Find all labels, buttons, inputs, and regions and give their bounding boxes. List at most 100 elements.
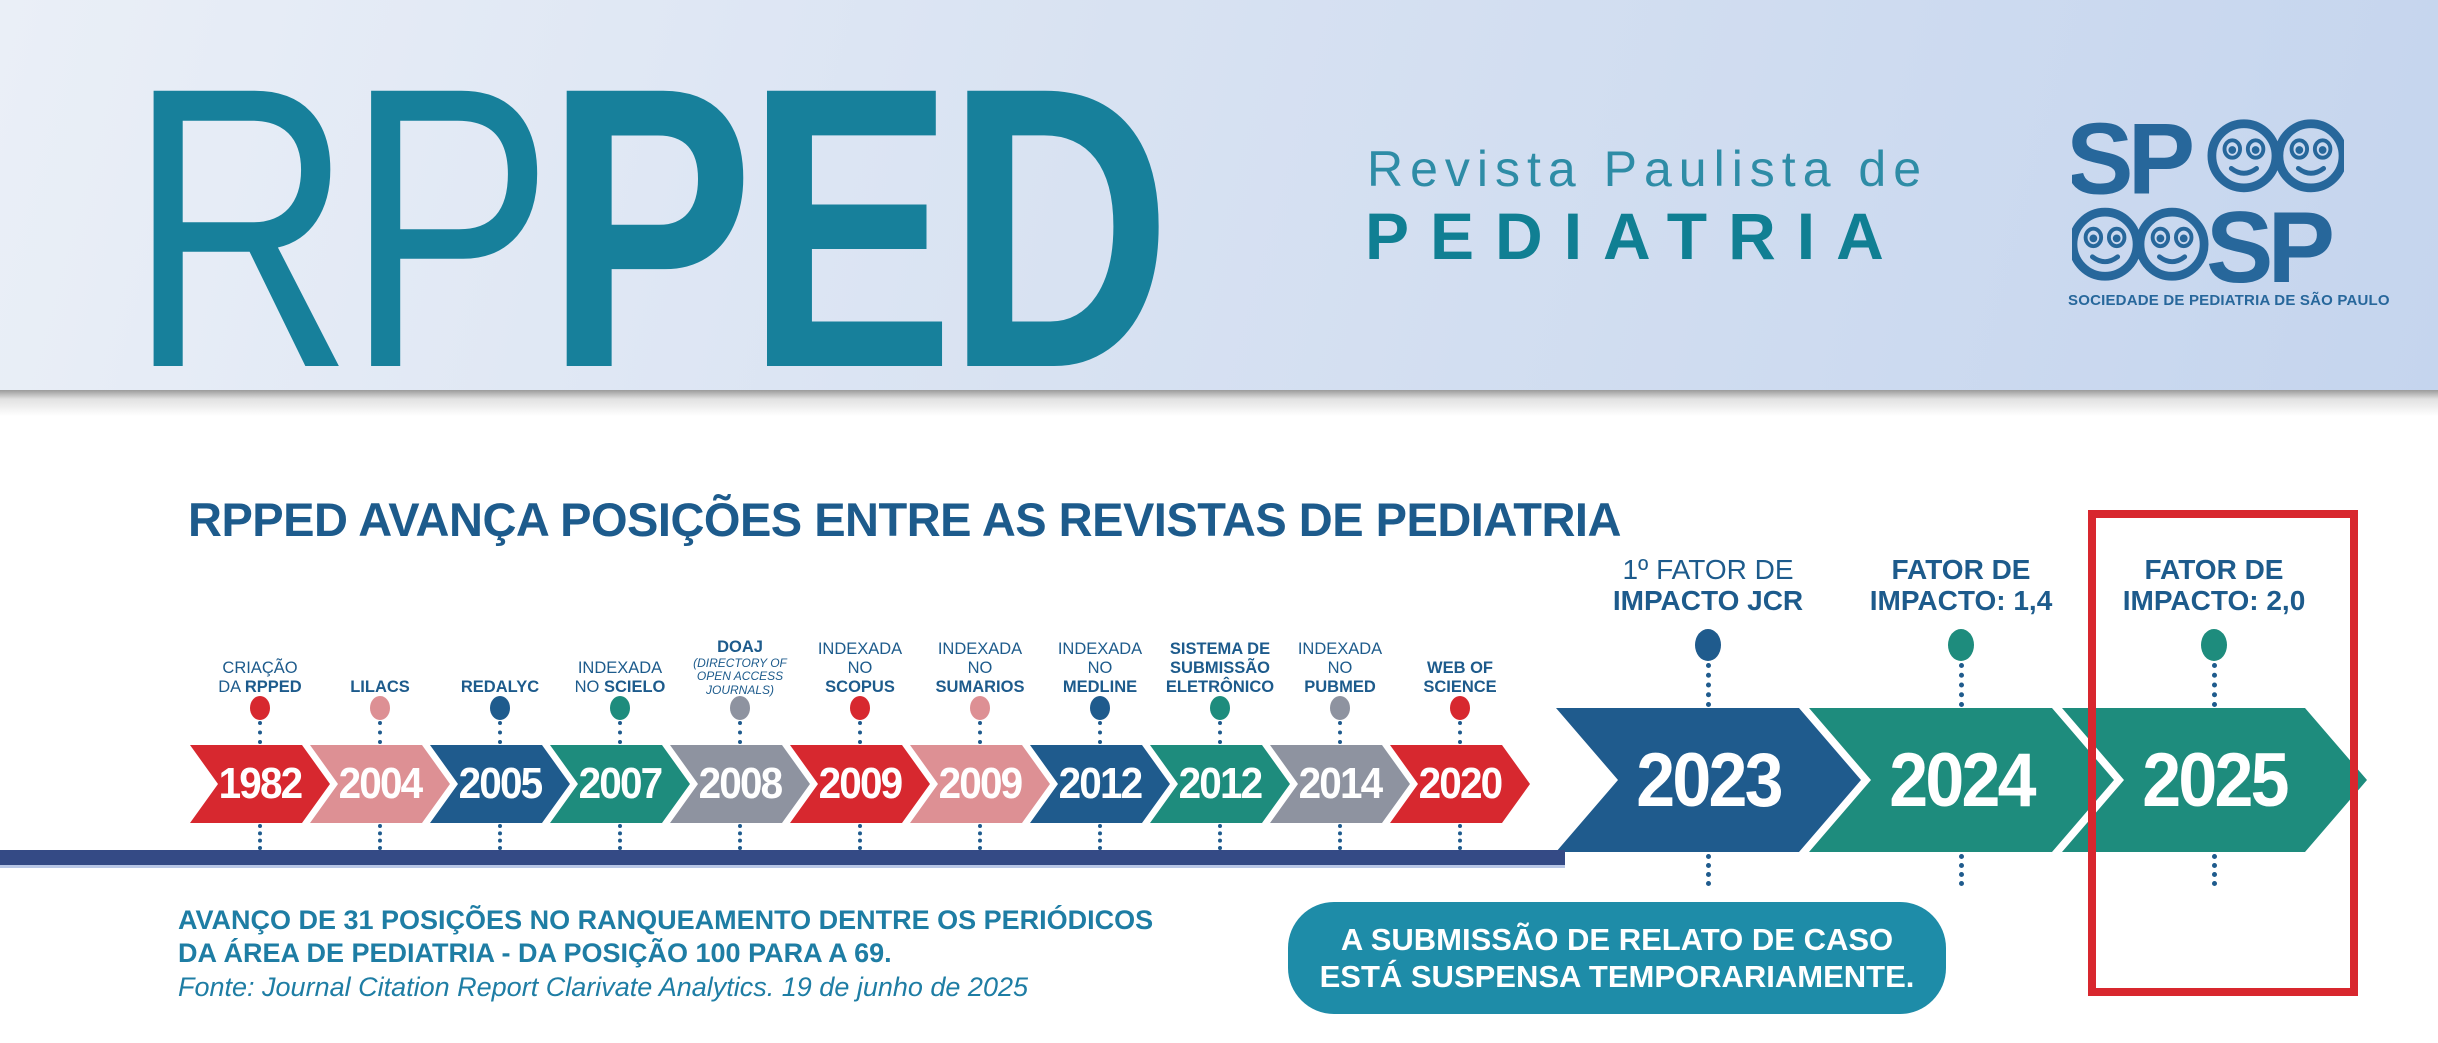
timeline-connector bbox=[738, 721, 742, 744]
milestone-arrow-2005: 2005 bbox=[430, 745, 570, 823]
milestone-dot bbox=[1948, 629, 1974, 661]
rpped-logo-thin: RP bbox=[128, 4, 554, 451]
milestone-year: 2024 bbox=[1889, 737, 2036, 823]
timeline-connector bbox=[2212, 854, 2217, 886]
milestone-dot bbox=[1695, 629, 1721, 661]
milestone-dot bbox=[1090, 696, 1110, 720]
timeline-connector bbox=[1706, 854, 1711, 886]
milestone-label: REDALYC bbox=[460, 678, 540, 696]
timeline-connector bbox=[618, 721, 622, 744]
svg-text:SP: SP bbox=[2206, 192, 2332, 290]
milestone-label: 1º FATOR DE IMPACTO JCR bbox=[1612, 554, 1804, 616]
milestone-year: 2007 bbox=[578, 759, 664, 808]
milestone-label: INDEXADA NO SCIELO bbox=[574, 659, 666, 696]
timeline-connector bbox=[1458, 721, 1462, 744]
milestone-year: 2005 bbox=[458, 759, 544, 808]
milestone-year: 1982 bbox=[218, 759, 304, 808]
milestone-year: 2020 bbox=[1418, 759, 1504, 808]
milestone-year: 2009 bbox=[938, 759, 1024, 808]
rpped-logo-bold: PED bbox=[545, 4, 1172, 451]
timeline-connector bbox=[858, 721, 862, 744]
timeline-connector bbox=[978, 721, 982, 744]
timeline-connector bbox=[738, 824, 742, 850]
footnote-line1: AVANÇO DE 31 POSIÇÕES NO RANQUEAMENTO DE… bbox=[178, 905, 1154, 935]
milestone-label: LILACS bbox=[350, 678, 410, 696]
footnote-source: Fonte: Journal Citation Report Clarivate… bbox=[178, 972, 1028, 1002]
timeline-connector bbox=[378, 721, 382, 744]
milestone-label: INDEXADA NO MEDLINE bbox=[1057, 640, 1143, 696]
milestone-dot bbox=[490, 696, 510, 720]
milestone-arrow-2025: 2025 bbox=[2062, 708, 2367, 852]
notice-badge-line1: A SUBMISSÃO DE RELATO DE CASO bbox=[1340, 922, 1894, 957]
milestone-year: 2004 bbox=[338, 759, 424, 808]
milestone-year: 2008 bbox=[698, 759, 784, 808]
timeline-connector bbox=[1338, 721, 1342, 744]
timeline-connector bbox=[1959, 854, 1964, 886]
milestone-year: 2012 bbox=[1058, 759, 1144, 808]
timeline-connector bbox=[1218, 824, 1222, 850]
milestone-arrow-2012: 2012 bbox=[1150, 745, 1290, 823]
notice-badge: A SUBMISSÃO DE RELATO DE CASO ESTÁ SUSPE… bbox=[1288, 902, 1946, 1014]
milestone-dot bbox=[850, 696, 870, 720]
milestone-label: FATOR DE IMPACTO: 2,0 bbox=[2122, 554, 2306, 616]
svg-text:SP: SP bbox=[2072, 110, 2192, 216]
milestone-label: WEB OF SCIENCE bbox=[1423, 659, 1497, 696]
timeline-connector bbox=[858, 824, 862, 850]
milestone-dot bbox=[1210, 696, 1230, 720]
timeline-baseline-bar bbox=[0, 850, 1565, 868]
milestone-arrow-1982: 1982 bbox=[190, 745, 330, 823]
milestone-arrow-2004: 2004 bbox=[310, 745, 450, 823]
highlight-box-2025 bbox=[2088, 510, 2358, 996]
timeline-connector bbox=[618, 824, 622, 850]
milestone-dot bbox=[370, 696, 390, 720]
milestone-arrow-2009: 2009 bbox=[910, 745, 1050, 823]
milestone-dot bbox=[1330, 696, 1350, 720]
notice-badge-line2: ESTÁ SUSPENSA TEMPORARIAMENTE. bbox=[1319, 959, 1915, 994]
society-name-caption: SOCIEDADE DE PEDIATRIA DE SÃO PAULO bbox=[2068, 292, 2390, 309]
milestone-label: SISTEMA DE SUBMISSÃO ELETRÔNICO bbox=[1165, 640, 1275, 696]
footnote-line2: DA ÁREA DE PEDIATRIA - DA POSIÇÃO 100 PA… bbox=[178, 938, 892, 968]
milestone-label: FATOR DE IMPACTO: 1,4 bbox=[1869, 554, 2053, 616]
timeline-connector bbox=[1218, 721, 1222, 744]
milestone-year: 2012 bbox=[1178, 759, 1264, 808]
milestone-dot bbox=[250, 696, 270, 720]
journal-name-line2: PEDIATRIA bbox=[1365, 199, 1905, 273]
milestone-year: 2014 bbox=[1298, 759, 1384, 808]
timeline-connector bbox=[258, 824, 262, 850]
milestone-arrow-2009: 2009 bbox=[790, 745, 930, 823]
milestone-year: 2023 bbox=[1636, 737, 1783, 823]
timeline-connector bbox=[258, 721, 262, 744]
milestone-dot bbox=[610, 696, 630, 720]
timeline-connector bbox=[1458, 824, 1462, 850]
timeline-connector bbox=[1959, 663, 1964, 707]
timeline-connector bbox=[1098, 824, 1102, 850]
timeline-connector bbox=[1338, 824, 1342, 850]
timeline-connector bbox=[978, 824, 982, 850]
timeline-connector bbox=[498, 721, 502, 744]
milestone-year: 2025 bbox=[2142, 737, 2289, 823]
timeline-connector bbox=[498, 824, 502, 850]
header-banner: RPPED Revista Paulista de PEDIATRIA SP bbox=[0, 0, 2438, 428]
milestone-label: DOAJ (DIRECTORY OF OPEN ACCESS JOURNALS) bbox=[693, 637, 787, 697]
timeline-connector bbox=[1706, 663, 1711, 707]
timeline-connector bbox=[378, 824, 382, 850]
milestone-label: INDEXADA NO SCOPUS bbox=[817, 640, 903, 696]
header-shadow bbox=[0, 390, 2438, 416]
milestone-arrow-2007: 2007 bbox=[550, 745, 690, 823]
milestone-arrow-2014: 2014 bbox=[1270, 745, 1410, 823]
spsp-society-logo: SP bbox=[2072, 110, 2344, 290]
milestone-dot bbox=[1450, 696, 1470, 720]
milestone-arrow-2012: 2012 bbox=[1030, 745, 1170, 823]
rpped-logo: RPPED bbox=[128, 28, 1172, 428]
journal-name-line1: Revista Paulista de bbox=[1367, 141, 1929, 197]
footnote: AVANÇO DE 31 POSIÇÕES NO RANQUEAMENTO DE… bbox=[178, 904, 1153, 1004]
milestone-dot bbox=[730, 696, 750, 720]
milestone-label: INDEXADA NO SUMARIOS bbox=[935, 640, 1025, 696]
milestone-label: INDEXADA NO PUBMED bbox=[1297, 640, 1383, 696]
milestone-dot bbox=[970, 696, 990, 720]
timeline-connector bbox=[1098, 721, 1102, 744]
page-title: RPPED AVANÇA POSIÇÕES ENTRE AS REVISTAS … bbox=[188, 493, 1621, 546]
milestone-arrow-2020: 2020 bbox=[1390, 745, 1530, 823]
milestone-year: 2009 bbox=[818, 759, 904, 808]
